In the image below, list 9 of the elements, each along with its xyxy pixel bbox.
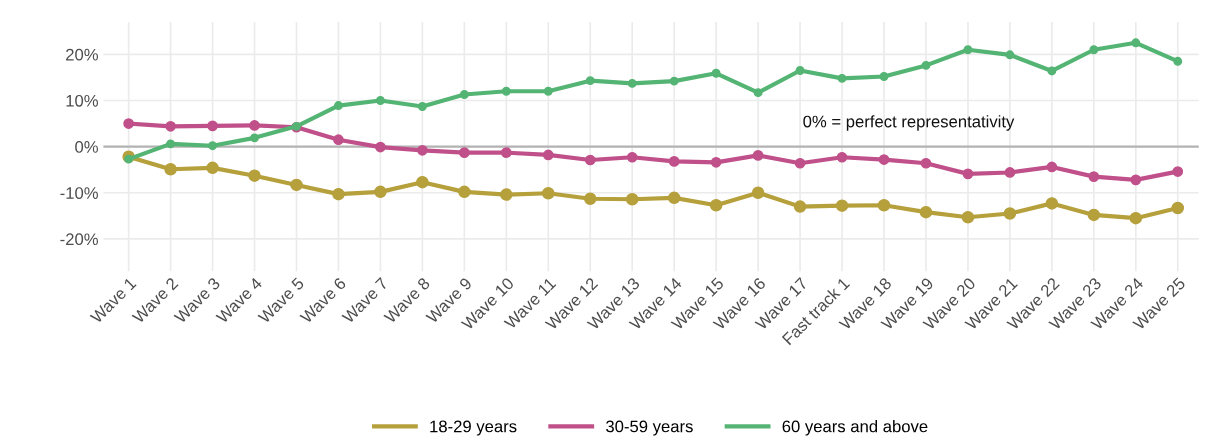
y-tick-label: -20% (60, 233, 98, 246)
y-tick-label: 10% (66, 94, 98, 107)
legend-label: 30-59 years (606, 420, 693, 436)
y-tick-label: 20% (66, 48, 98, 61)
legend-label: 18-29 years (430, 420, 517, 436)
annotation: 0% = perfect representativity (803, 115, 1015, 131)
y-tick-label: 0% (75, 141, 98, 153)
legend-label: 60 years and above (782, 420, 928, 436)
y-tick-label: -10% (60, 187, 98, 199)
